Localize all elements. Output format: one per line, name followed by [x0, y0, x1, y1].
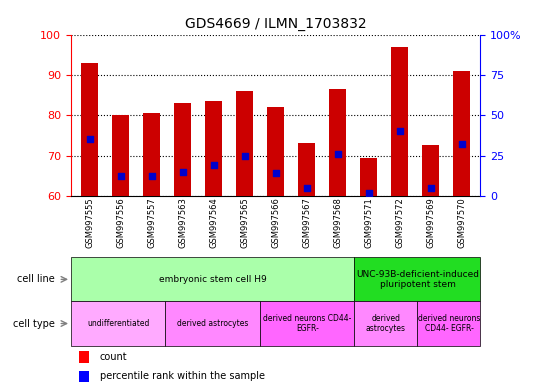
- Bar: [205, 101, 222, 196]
- Bar: [391, 46, 408, 196]
- Bar: [260, 301, 354, 346]
- Bar: [422, 146, 440, 196]
- Point: [271, 170, 280, 176]
- Bar: [267, 107, 284, 196]
- Bar: [79, 371, 90, 382]
- Point: [395, 128, 404, 134]
- Text: derived neurons CD44-
EGFR-: derived neurons CD44- EGFR-: [263, 314, 352, 333]
- Point: [364, 190, 373, 196]
- Bar: [453, 71, 471, 196]
- Bar: [165, 301, 260, 346]
- Text: embryonic stem cell H9: embryonic stem cell H9: [159, 275, 266, 284]
- Bar: [71, 301, 165, 346]
- Bar: [143, 113, 160, 196]
- Text: derived astrocytes: derived astrocytes: [177, 319, 248, 328]
- Point: [458, 141, 466, 147]
- Bar: [354, 257, 480, 301]
- Bar: [360, 157, 377, 196]
- Text: cell line: cell line: [17, 274, 55, 285]
- Point: [147, 174, 156, 180]
- Point: [179, 169, 187, 175]
- Point: [426, 185, 435, 191]
- Text: undifferentiated: undifferentiated: [87, 319, 150, 328]
- Point: [85, 136, 94, 142]
- Text: UNC-93B-deficient-induced
pluripotent stem: UNC-93B-deficient-induced pluripotent st…: [356, 270, 479, 289]
- Text: derived
astrocytes: derived astrocytes: [366, 314, 406, 333]
- Bar: [71, 257, 354, 301]
- Text: count: count: [100, 352, 127, 362]
- Title: GDS4669 / ILMN_1703832: GDS4669 / ILMN_1703832: [185, 17, 366, 31]
- Point: [240, 152, 249, 159]
- Point: [209, 162, 218, 168]
- Bar: [81, 63, 98, 196]
- Text: cell type: cell type: [13, 318, 55, 329]
- Text: derived neurons
CD44- EGFR-: derived neurons CD44- EGFR-: [418, 314, 480, 333]
- Bar: [418, 301, 480, 346]
- Point: [334, 151, 342, 157]
- Point: [302, 185, 311, 191]
- Bar: [354, 301, 418, 346]
- Bar: [79, 351, 90, 363]
- Bar: [174, 103, 191, 196]
- Text: percentile rank within the sample: percentile rank within the sample: [100, 371, 265, 381]
- Bar: [112, 115, 129, 196]
- Bar: [236, 91, 253, 196]
- Point: [116, 174, 125, 180]
- Bar: [298, 143, 315, 196]
- Bar: [329, 89, 346, 196]
